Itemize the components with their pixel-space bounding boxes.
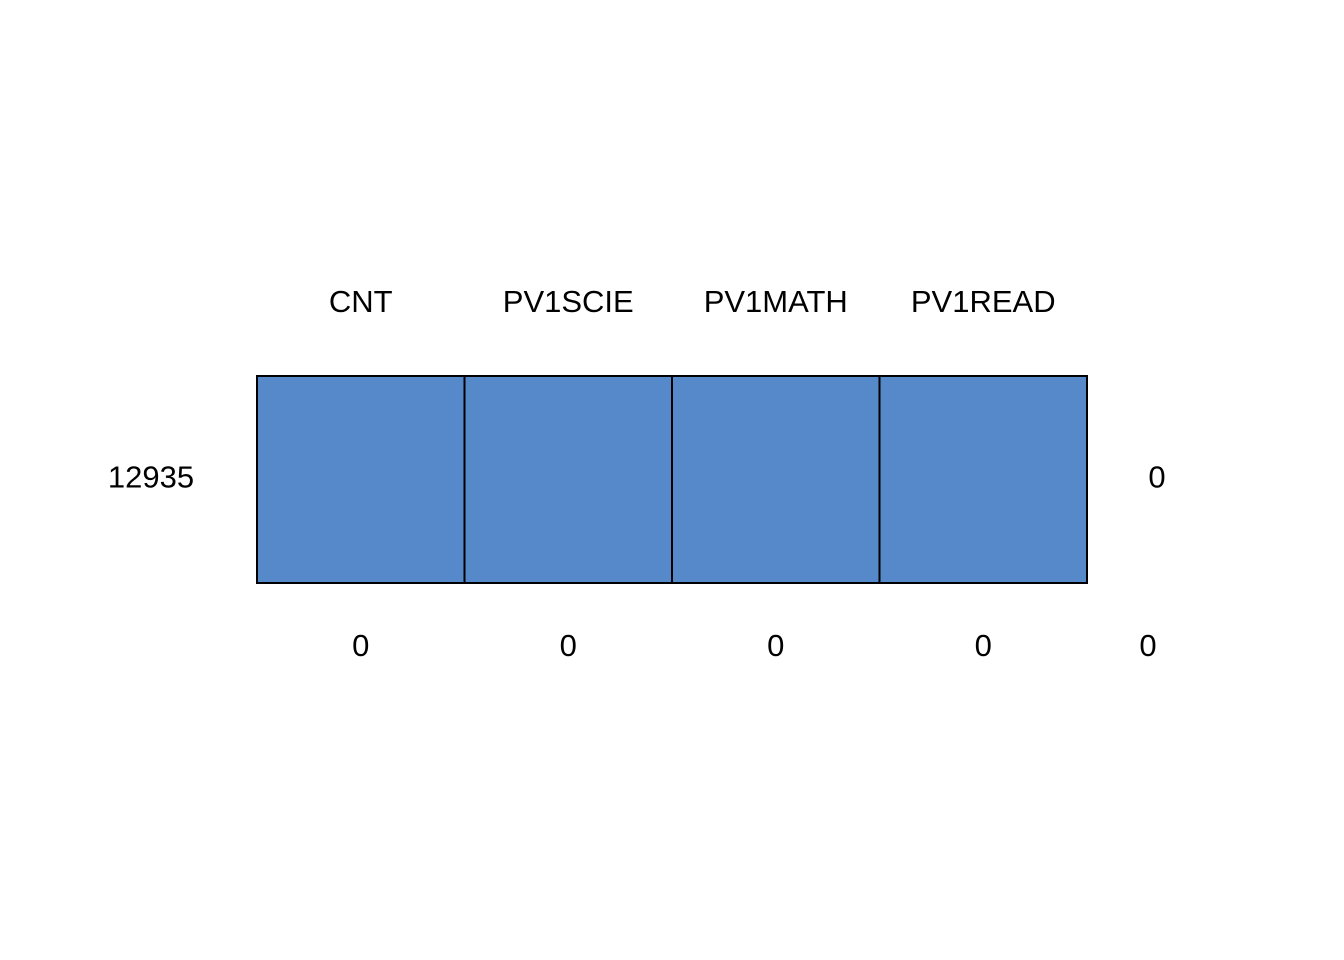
pattern-cell (463, 375, 673, 584)
row-labels: 12935 0 (108, 460, 1166, 495)
column-missing-total: 0 (560, 628, 577, 663)
pattern-cell (256, 375, 466, 584)
pattern-cell (671, 375, 881, 584)
total-missing-label: 0 (1139, 628, 1156, 663)
row-count-label: 12935 (108, 460, 194, 495)
column-header: PV1READ (911, 284, 1056, 319)
column-headers: CNT PV1SCIE PV1MATH PV1READ (329, 284, 1056, 319)
column-header: PV1MATH (704, 284, 848, 319)
column-header: CNT (329, 284, 393, 319)
pattern-cell (878, 375, 1088, 584)
row-missing-label: 0 (1148, 460, 1165, 495)
column-missing-total: 0 (767, 628, 784, 663)
column-header: PV1SCIE (503, 284, 634, 319)
column-missing-total: 0 (352, 628, 369, 663)
column-missing-total: 0 (975, 628, 992, 663)
pattern-cells (256, 375, 1088, 584)
column-totals: 0 0 0 0 0 (352, 628, 1157, 663)
